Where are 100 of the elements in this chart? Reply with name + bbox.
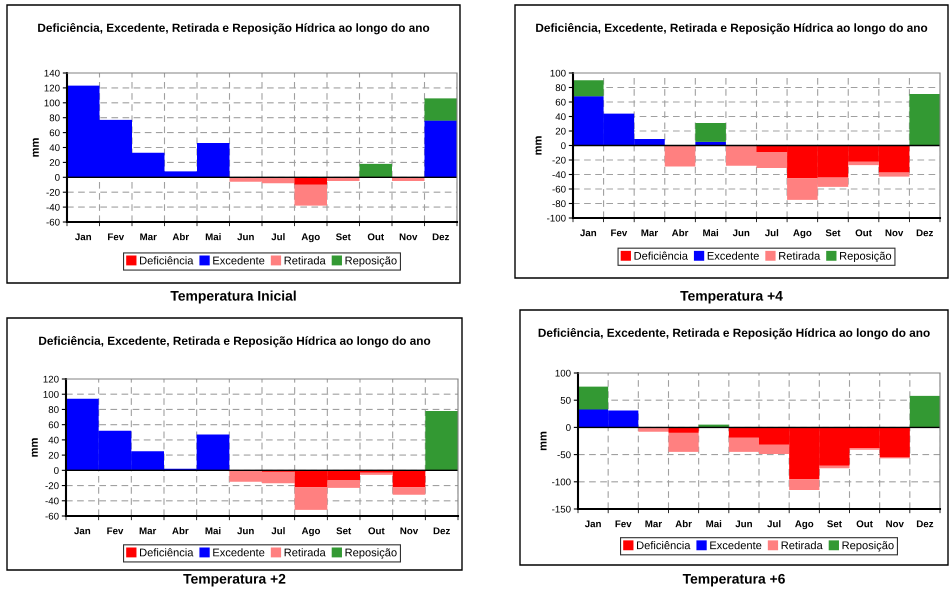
y-tick-label: 50	[560, 396, 571, 404]
y-tick-label: 0	[54, 467, 59, 474]
y-tick-label: 60	[48, 421, 59, 428]
y-tick-label: 40	[555, 113, 566, 120]
x-tick-label: Mar	[641, 229, 658, 236]
x-tick-label: Set	[826, 229, 840, 236]
y-tick-label: 0	[566, 424, 571, 432]
chart-title: Deficiência, Excedente, Retirada e Reposição Hídrica ao longo do ano	[39, 336, 430, 348]
y-tick-label: 100	[44, 390, 59, 398]
x-tick-label: Out	[856, 520, 873, 528]
legend-label: Deficiência	[140, 548, 194, 556]
y-tick-label: -150	[552, 506, 571, 513]
y-tick-label: 20	[48, 452, 59, 459]
y-axis-title: mm	[540, 432, 547, 450]
legend-label: Deficiência	[637, 541, 690, 550]
chart-title: Deficiência, Excedente, Retirada e Reposição Hídrica ao longo do ano	[538, 328, 930, 340]
x-tick-label: Jul	[767, 520, 780, 528]
x-tick-label: Abr	[672, 229, 688, 236]
legend-label: Excedente	[213, 548, 264, 556]
x-tick-label: Abr	[675, 520, 692, 528]
x-tick-label: Mai	[206, 233, 221, 240]
x-tick-label: Jun	[237, 233, 254, 240]
y-tick-label: 0	[561, 142, 566, 150]
legend-label: Excedente	[213, 256, 264, 264]
x-tick-label: Fev	[611, 229, 628, 236]
x-tick-label: Mar	[645, 520, 662, 528]
legend-label: Retirada	[284, 256, 326, 264]
y-tick-label: 140	[44, 70, 60, 77]
y-tick-label: -60	[46, 218, 60, 226]
x-tick-label: Jun	[237, 527, 254, 534]
x-tick-label: Jul	[271, 527, 285, 534]
y-tick-label: 80	[50, 114, 60, 122]
y-tick-label: 100	[550, 70, 566, 77]
chart-title: Deficiência, Excedente, Retirada e Reposição Hídrica ao longo do ano	[38, 23, 430, 34]
text: Temperatura +4	[680, 291, 783, 304]
x-tick-label: Ago	[302, 233, 320, 242]
y-axis-title: mm	[32, 438, 38, 457]
x-tick-label: Jan	[584, 520, 601, 528]
x-tick-label: Fev	[107, 527, 124, 534]
x-tick-label: Nov	[400, 233, 418, 240]
y-tick-label: -20	[46, 188, 60, 196]
x-tick-label: Jan	[75, 233, 92, 240]
y-tick-label: 120	[44, 376, 59, 383]
y-tick-label: 80	[556, 84, 566, 92]
y-tick-label: 0	[55, 174, 60, 181]
x-tick-label: Mai	[706, 520, 722, 528]
x-tick-label: Fev	[108, 233, 124, 240]
x-tick-label: Out	[368, 233, 384, 240]
x-tick-label: Dez	[432, 233, 450, 240]
x-tick-label: Mai	[703, 229, 718, 236]
x-tick-label: Dez	[434, 527, 450, 534]
x-tick-label: Mar	[140, 233, 157, 240]
y-tick-label: -50	[557, 451, 571, 458]
x-tick-label: Jul	[271, 233, 285, 240]
x-tick-label: Jul	[764, 229, 778, 236]
x-tick-label: Ago	[795, 520, 814, 530]
legend-label: Retirada	[779, 252, 820, 260]
y-axis-title: mm	[536, 136, 542, 155]
x-tick-label: Out	[368, 527, 385, 534]
x-tick-label: Set	[336, 233, 351, 240]
y-tick-label: 60	[50, 129, 60, 136]
x-tick-label: Nov	[886, 520, 904, 528]
x-tick-label: Dez	[916, 520, 934, 528]
legend-label: Deficiência	[140, 256, 194, 264]
x-tick-label: Abr	[172, 527, 189, 534]
x-tick-label: Jun	[735, 520, 752, 528]
legend-label: Reposição	[346, 256, 397, 267]
y-tick-label: 20	[556, 128, 566, 135]
y-tick-label: 100	[556, 370, 571, 377]
text: Temperatura +2	[183, 574, 286, 586]
legend-label: Reposição	[840, 252, 892, 262]
x-tick-label: Set	[336, 527, 352, 534]
y-tick-label: -100	[547, 214, 566, 222]
x-tick-label: Nov	[400, 527, 418, 534]
y-tick-label: 40	[49, 144, 60, 152]
chart-title: Deficiência, Excedente, Retirada e Reposição Hídrica ao longo do ano	[536, 23, 928, 34]
x-tick-label: Ago	[302, 527, 320, 536]
legend-label: Reposição	[346, 548, 397, 559]
y-tick-label: -20	[45, 482, 59, 490]
y-tick-label: -60	[552, 186, 566, 193]
x-tick-label: Mai	[206, 527, 220, 534]
y-tick-label: -20	[552, 156, 566, 164]
y-tick-label: 80	[48, 406, 59, 414]
legend-label: Reposição	[842, 541, 894, 552]
x-tick-label: Abr	[172, 233, 189, 240]
y-tick-label: -60	[45, 512, 59, 520]
y-tick-label: -40	[45, 498, 59, 504]
x-tick-label: Ago	[793, 229, 812, 238]
y-tick-label: -40	[46, 204, 60, 211]
text: Temperatura +6	[682, 574, 785, 586]
y-tick-label: -40	[552, 171, 566, 178]
text: Temperatura Inicial	[170, 290, 296, 304]
legend-label: Excedente	[710, 541, 762, 550]
x-tick-label: Out	[856, 229, 872, 236]
x-tick-label: Jan	[580, 229, 596, 236]
y-tick-label: 120	[44, 84, 60, 92]
x-tick-label: Jan	[74, 527, 90, 534]
y-tick-label: -100	[552, 478, 571, 486]
y-tick-label: 20	[50, 159, 60, 166]
y-tick-label: -80	[552, 200, 566, 208]
